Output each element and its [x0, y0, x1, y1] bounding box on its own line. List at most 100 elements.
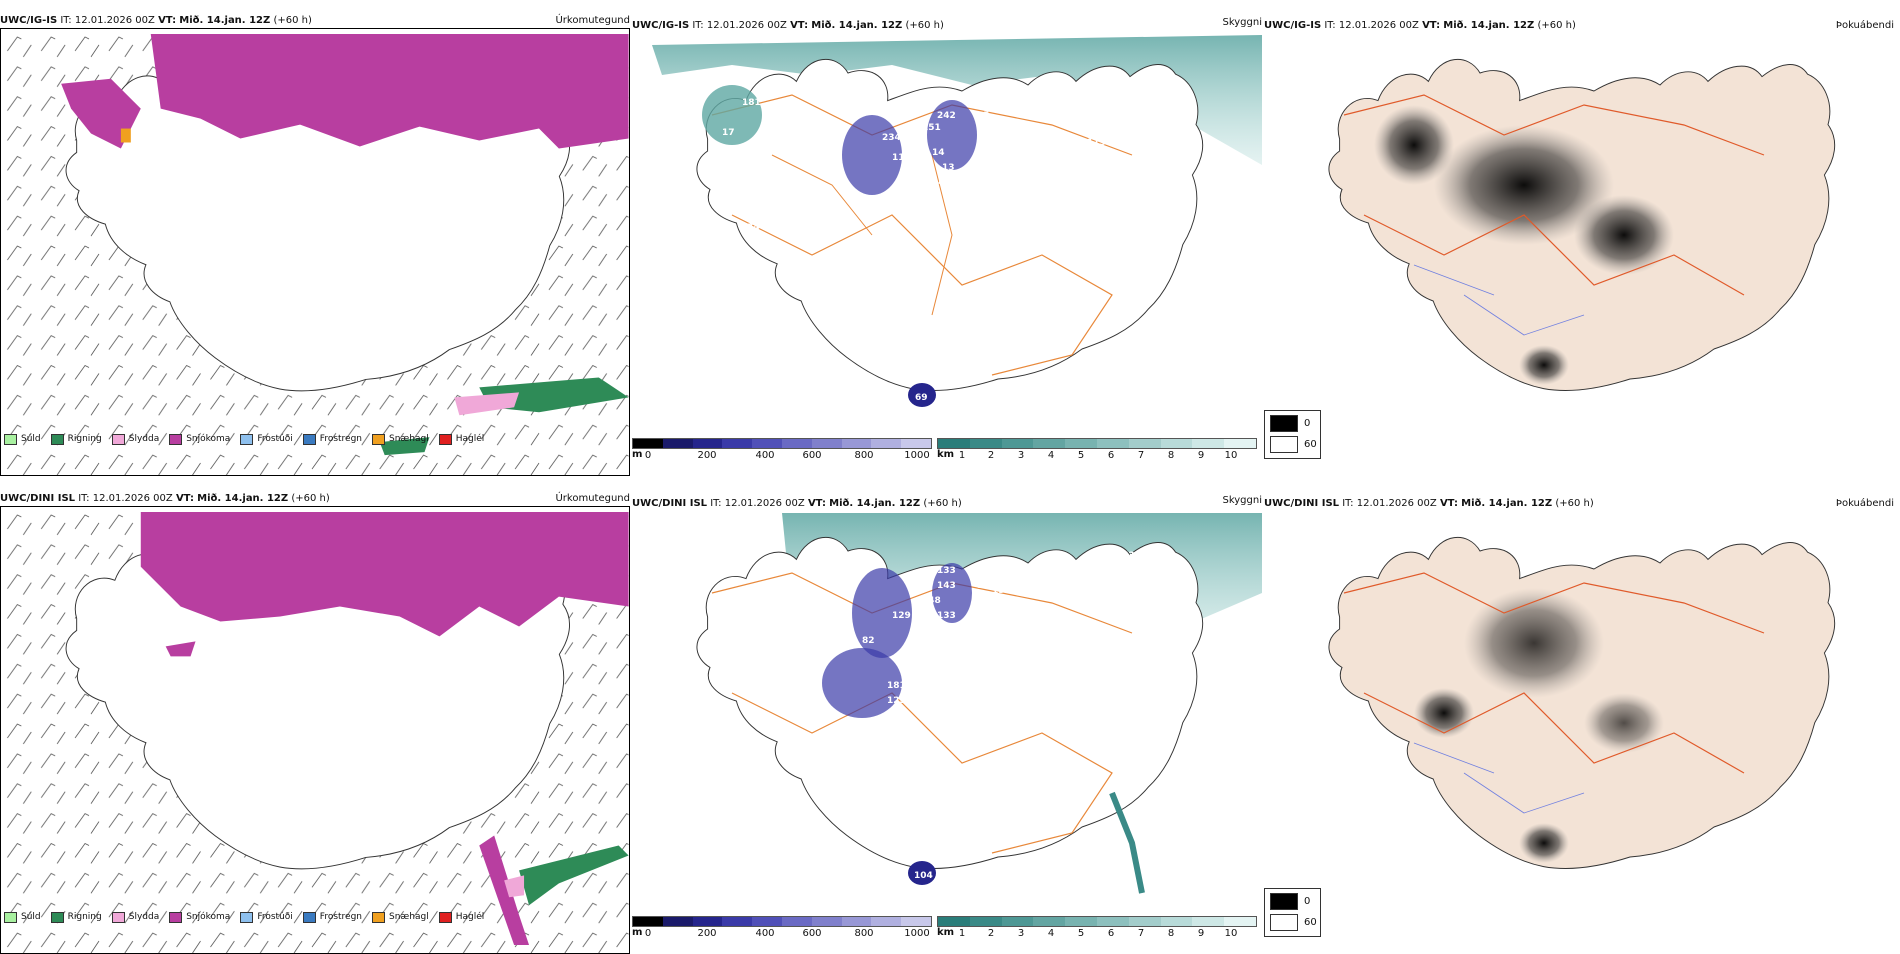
tick-label: 800	[854, 928, 874, 939]
lead-time: (+60 h)	[273, 15, 312, 26]
tick-label: 8	[1167, 450, 1175, 461]
tick-label: 400	[755, 450, 775, 461]
legend-label: Frostregn	[319, 434, 363, 444]
color-step	[1224, 439, 1256, 448]
legend-item: Rigning	[50, 911, 102, 923]
panel-header: UWC/DINI ISL IT: 12.01.2026 00Z VT: Mið.…	[0, 493, 630, 504]
ceiling-label: 82	[862, 636, 875, 646]
ceiling-label: 257	[772, 188, 791, 198]
legend-label: Rigning	[67, 434, 102, 444]
tick-label: 9	[1197, 450, 1205, 461]
lead-time: (+60 h)	[1555, 498, 1594, 509]
panel-header: UWC/IG-IS IT: 12.01.2026 00Z VT: Mið. 14…	[632, 20, 1262, 31]
low-ceiling-area	[852, 568, 912, 658]
tick-label: 4	[1047, 928, 1055, 939]
legend-swatch	[240, 433, 254, 445]
precip-type-panel: UWC/DINI ISL IT: 12.01.2026 00Z VT: Mið.…	[0, 478, 630, 954]
fog-key-swatch	[1270, 914, 1298, 931]
color-step	[841, 439, 872, 448]
panel-title: Úrkomutegund	[555, 493, 630, 504]
visibility-unit: km	[937, 927, 955, 938]
fog-key-label: 60	[1304, 917, 1317, 928]
legend-swatch	[438, 911, 452, 923]
visibility-map-svg: 181 158 248 17 234 151 242 25 179 21 113…	[652, 35, 1262, 407]
precip-map-svg	[1, 29, 629, 475]
tick-label: 0	[644, 928, 652, 939]
visibility-unit: km	[937, 449, 955, 460]
valid-time: Mið. 14.jan. 12Z	[829, 498, 921, 509]
legend-label: Súld	[21, 434, 41, 444]
ceiling-ticks: 0 200 400 600 800 1000	[632, 928, 932, 940]
visibility-panel: UWC/DINI ISL IT: 12.01.2026 00Z VT: Mið.…	[632, 478, 1321, 953]
color-step	[1001, 439, 1034, 448]
road-network	[731, 692, 1113, 854]
color-step	[811, 439, 842, 448]
visibility-colorbar: km 1 2 3 4 5 6 7 8 9 10	[937, 916, 1257, 939]
color-step	[938, 917, 970, 926]
legend-swatch	[169, 433, 183, 445]
lead-time: (+60 h)	[1537, 20, 1576, 31]
fog-map	[1264, 513, 1894, 913]
legend-swatch	[50, 433, 64, 445]
ceiling-label: 148	[922, 596, 941, 606]
legend-label: Haglél	[455, 434, 485, 444]
lead-time: (+60 h)	[291, 493, 330, 504]
fog-indicator-panel: UWC/IG-IS IT: 12.01.2026 00Z VT: Mið. 14…	[1264, 0, 1894, 475]
ceiling-colorbar: m 0 200 400 600 800 1000	[632, 916, 932, 940]
low-ceiling-area	[908, 383, 936, 407]
ceiling-labels: 133 143 148 31 131 133 153 326 63 197 17…	[752, 551, 1150, 881]
snow-pellets-area	[120, 128, 131, 143]
legend-swatch	[169, 911, 183, 923]
river-network	[1413, 742, 1585, 814]
color-step	[841, 917, 872, 926]
tick-label: 2	[987, 450, 995, 461]
legend-label: Snæhagl	[389, 912, 429, 922]
color-step	[1160, 439, 1193, 448]
legend-label: Frostúði	[257, 434, 293, 444]
iceland-land	[1328, 536, 1836, 870]
ceiling-label: 143	[937, 581, 956, 591]
snow-area	[165, 641, 196, 657]
vt-label: VT:	[790, 20, 809, 31]
color-step	[781, 917, 812, 926]
tick-label: 2	[987, 928, 995, 939]
ceiling-label: 17	[687, 243, 700, 253]
fog-area	[1414, 688, 1474, 738]
legend-label: Snjókoma	[186, 912, 231, 922]
ceiling-label: 181	[742, 98, 761, 108]
legend-item: Haglél	[438, 911, 484, 923]
fog-map	[1264, 35, 1894, 435]
snow-area	[61, 78, 141, 149]
color-step	[1065, 439, 1097, 448]
legend-swatch	[372, 433, 386, 445]
fog-key: 0 60	[1264, 410, 1321, 459]
low-ceiling-area	[822, 648, 902, 718]
fog-area	[1434, 125, 1614, 245]
legend-swatch	[302, 433, 316, 445]
fog-key-row: 60	[1270, 436, 1320, 453]
road-network	[711, 94, 1133, 156]
valid-time: Mið. 14.jan. 12Z	[811, 20, 903, 31]
color-step	[633, 439, 663, 448]
color-step	[752, 439, 782, 448]
color-step	[901, 439, 931, 448]
vt-label: VT:	[1439, 498, 1458, 509]
sleet-area	[504, 875, 525, 898]
ceiling-label: 17	[722, 128, 735, 138]
it-label: IT:	[1342, 498, 1354, 509]
vt-label: VT:	[1422, 20, 1441, 31]
ceiling-colorbar: m 0 200 400 600 800 1000	[632, 438, 932, 461]
ceiling-label: 123	[922, 654, 941, 664]
tick-label: 1000	[904, 450, 930, 461]
ceiling-label: 197	[1082, 591, 1101, 601]
vt-label: VT:	[158, 15, 177, 26]
ceiling-label: 153	[1022, 571, 1041, 581]
ceiling-label: 131	[992, 586, 1011, 596]
color-step	[662, 917, 693, 926]
tick-label: 400	[755, 928, 775, 939]
color-step	[1128, 439, 1161, 448]
panel-title: Þokuábendi	[1835, 20, 1894, 31]
ceiling-label: 210	[972, 668, 991, 678]
valid-time: Mið. 14.jan. 12Z	[1443, 20, 1535, 31]
tick-label: 5	[1077, 928, 1085, 939]
